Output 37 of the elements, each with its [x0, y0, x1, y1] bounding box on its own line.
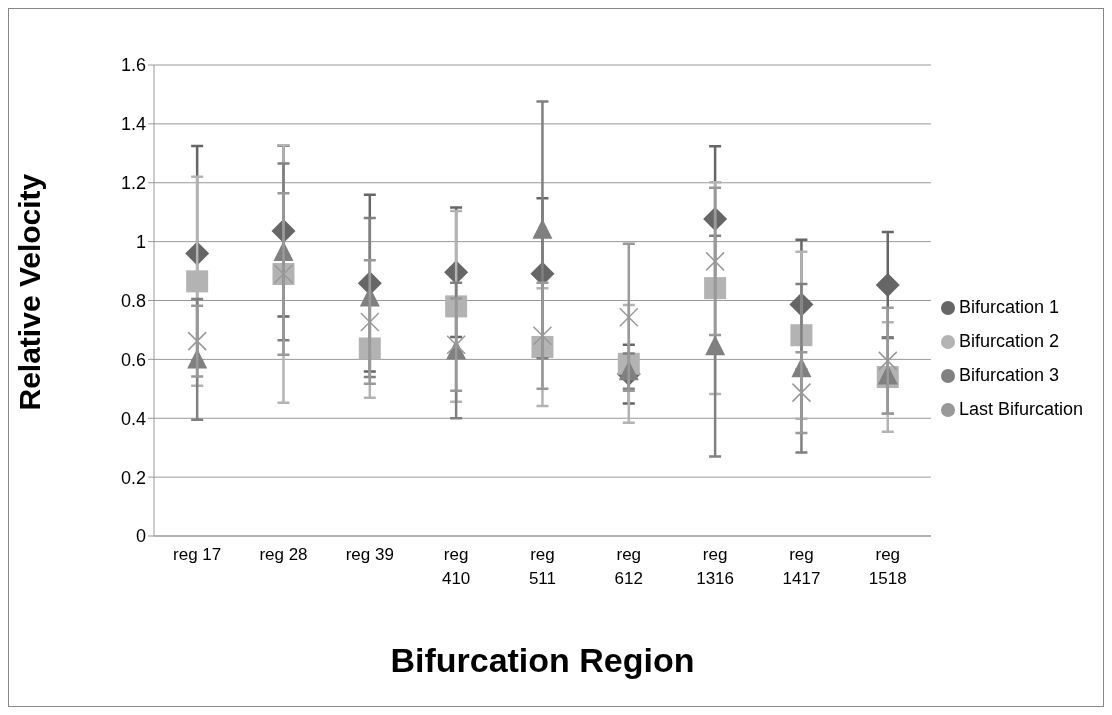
y-tick-label: 0.4: [120, 408, 146, 429]
x-tick-label: reg 1518: [868, 545, 907, 588]
y-tick-label: 0.6: [120, 349, 146, 370]
point: [875, 272, 900, 297]
point: [360, 312, 380, 332]
point: [532, 326, 553, 346]
point: [791, 382, 812, 403]
legend-label: Last Bifurcation: [958, 398, 1083, 419]
x-tick-label: reg 1417: [782, 545, 821, 588]
point: [446, 334, 466, 355]
x-axis-title: Bifurcation Region: [390, 641, 695, 679]
y-tick-label: 1.6: [120, 55, 146, 76]
legend-label: Bifurcation 3: [958, 364, 1059, 385]
x-tick-label: reg 39: [345, 545, 394, 564]
y-tick-label: 1.4: [120, 114, 146, 135]
legend-label: Bifurcation 2: [958, 330, 1059, 351]
x-tick-label: reg 511: [528, 545, 557, 588]
y-tick-label: 0.8: [120, 290, 146, 311]
legend-label: Bifurcation 1: [958, 296, 1059, 317]
point: [186, 270, 209, 293]
x-tick-label: reg 17: [173, 545, 222, 564]
x-tick-label: reg 28: [259, 545, 308, 564]
point: [358, 337, 381, 360]
y-axis-title: Relative Velocity: [12, 173, 46, 411]
y-tick-label: 0.2: [120, 467, 146, 488]
x-tick-label: reg 612: [614, 545, 643, 588]
point: [704, 277, 727, 300]
point: [705, 335, 726, 356]
x-tick-label: reg 410: [441, 545, 471, 588]
x-tick-label: reg 1316: [696, 545, 735, 588]
y-tick-label: 1.2: [120, 173, 146, 194]
point: [187, 331, 207, 351]
y-tick-label: 1: [135, 232, 146, 253]
point: [705, 251, 725, 272]
point: [619, 307, 639, 328]
y-tick-label: 0: [135, 526, 146, 547]
point: [878, 351, 898, 371]
